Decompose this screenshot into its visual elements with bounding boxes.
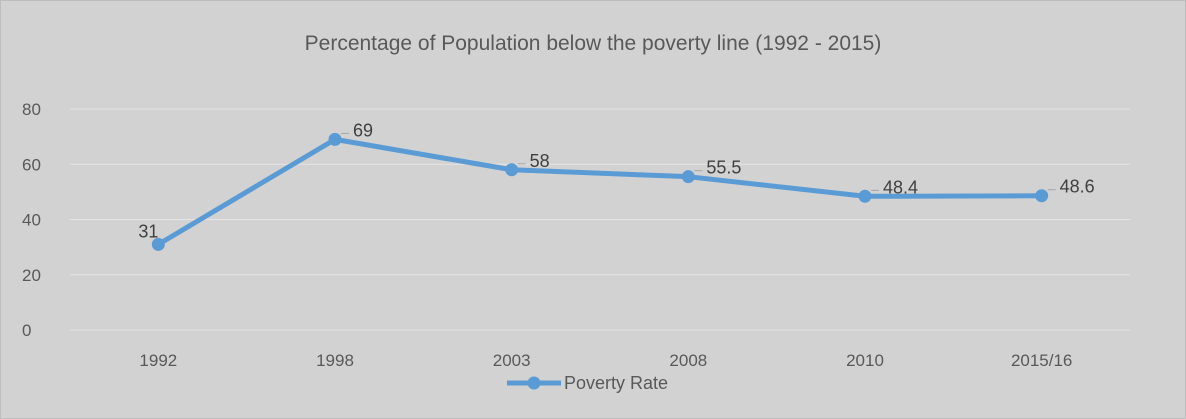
legend-label: Poverty Rate (564, 373, 668, 393)
legend: Poverty Rate (507, 373, 668, 393)
data-point (681, 170, 695, 184)
y-tick-label: 80 (22, 100, 41, 119)
data-point (505, 163, 519, 177)
data-point (858, 189, 872, 203)
data-label: 48.4 (883, 177, 918, 197)
data-label: 31 (138, 221, 158, 241)
x-tick-label: 2015/16 (1011, 351, 1072, 370)
data-label: 69 (353, 120, 373, 140)
y-tick-label: 20 (22, 266, 41, 285)
x-tick-label: 2008 (669, 351, 707, 370)
data-label: 58 (530, 151, 550, 171)
data-label: 55.5 (706, 158, 741, 178)
series-line (155, 136, 1045, 247)
y-axis: 0 20 40 60 80 (22, 100, 41, 340)
x-tick-label: 2010 (846, 351, 884, 370)
gridlines (70, 108, 1130, 331)
legend-marker-dot (527, 376, 541, 390)
chart-title: Percentage of Population below the pover… (305, 32, 882, 55)
data-point (1035, 189, 1049, 203)
x-axis: 1992 1998 2003 2008 2010 2015/16 (139, 351, 1072, 370)
series-poverty-rate (151, 132, 1049, 251)
data-label: 48.6 (1060, 177, 1095, 197)
x-tick-label: 1998 (316, 351, 354, 370)
data-point (151, 237, 165, 251)
x-tick-label: 2003 (493, 351, 531, 370)
x-tick-label: 1992 (139, 351, 177, 370)
y-tick-label: 60 (22, 155, 41, 174)
y-tick-label: 40 (22, 211, 41, 230)
data-labels: 31 69 58 55.5 48.4 48.6 (138, 120, 1094, 241)
data-point (328, 132, 342, 146)
y-tick-label: 0 (22, 321, 31, 340)
